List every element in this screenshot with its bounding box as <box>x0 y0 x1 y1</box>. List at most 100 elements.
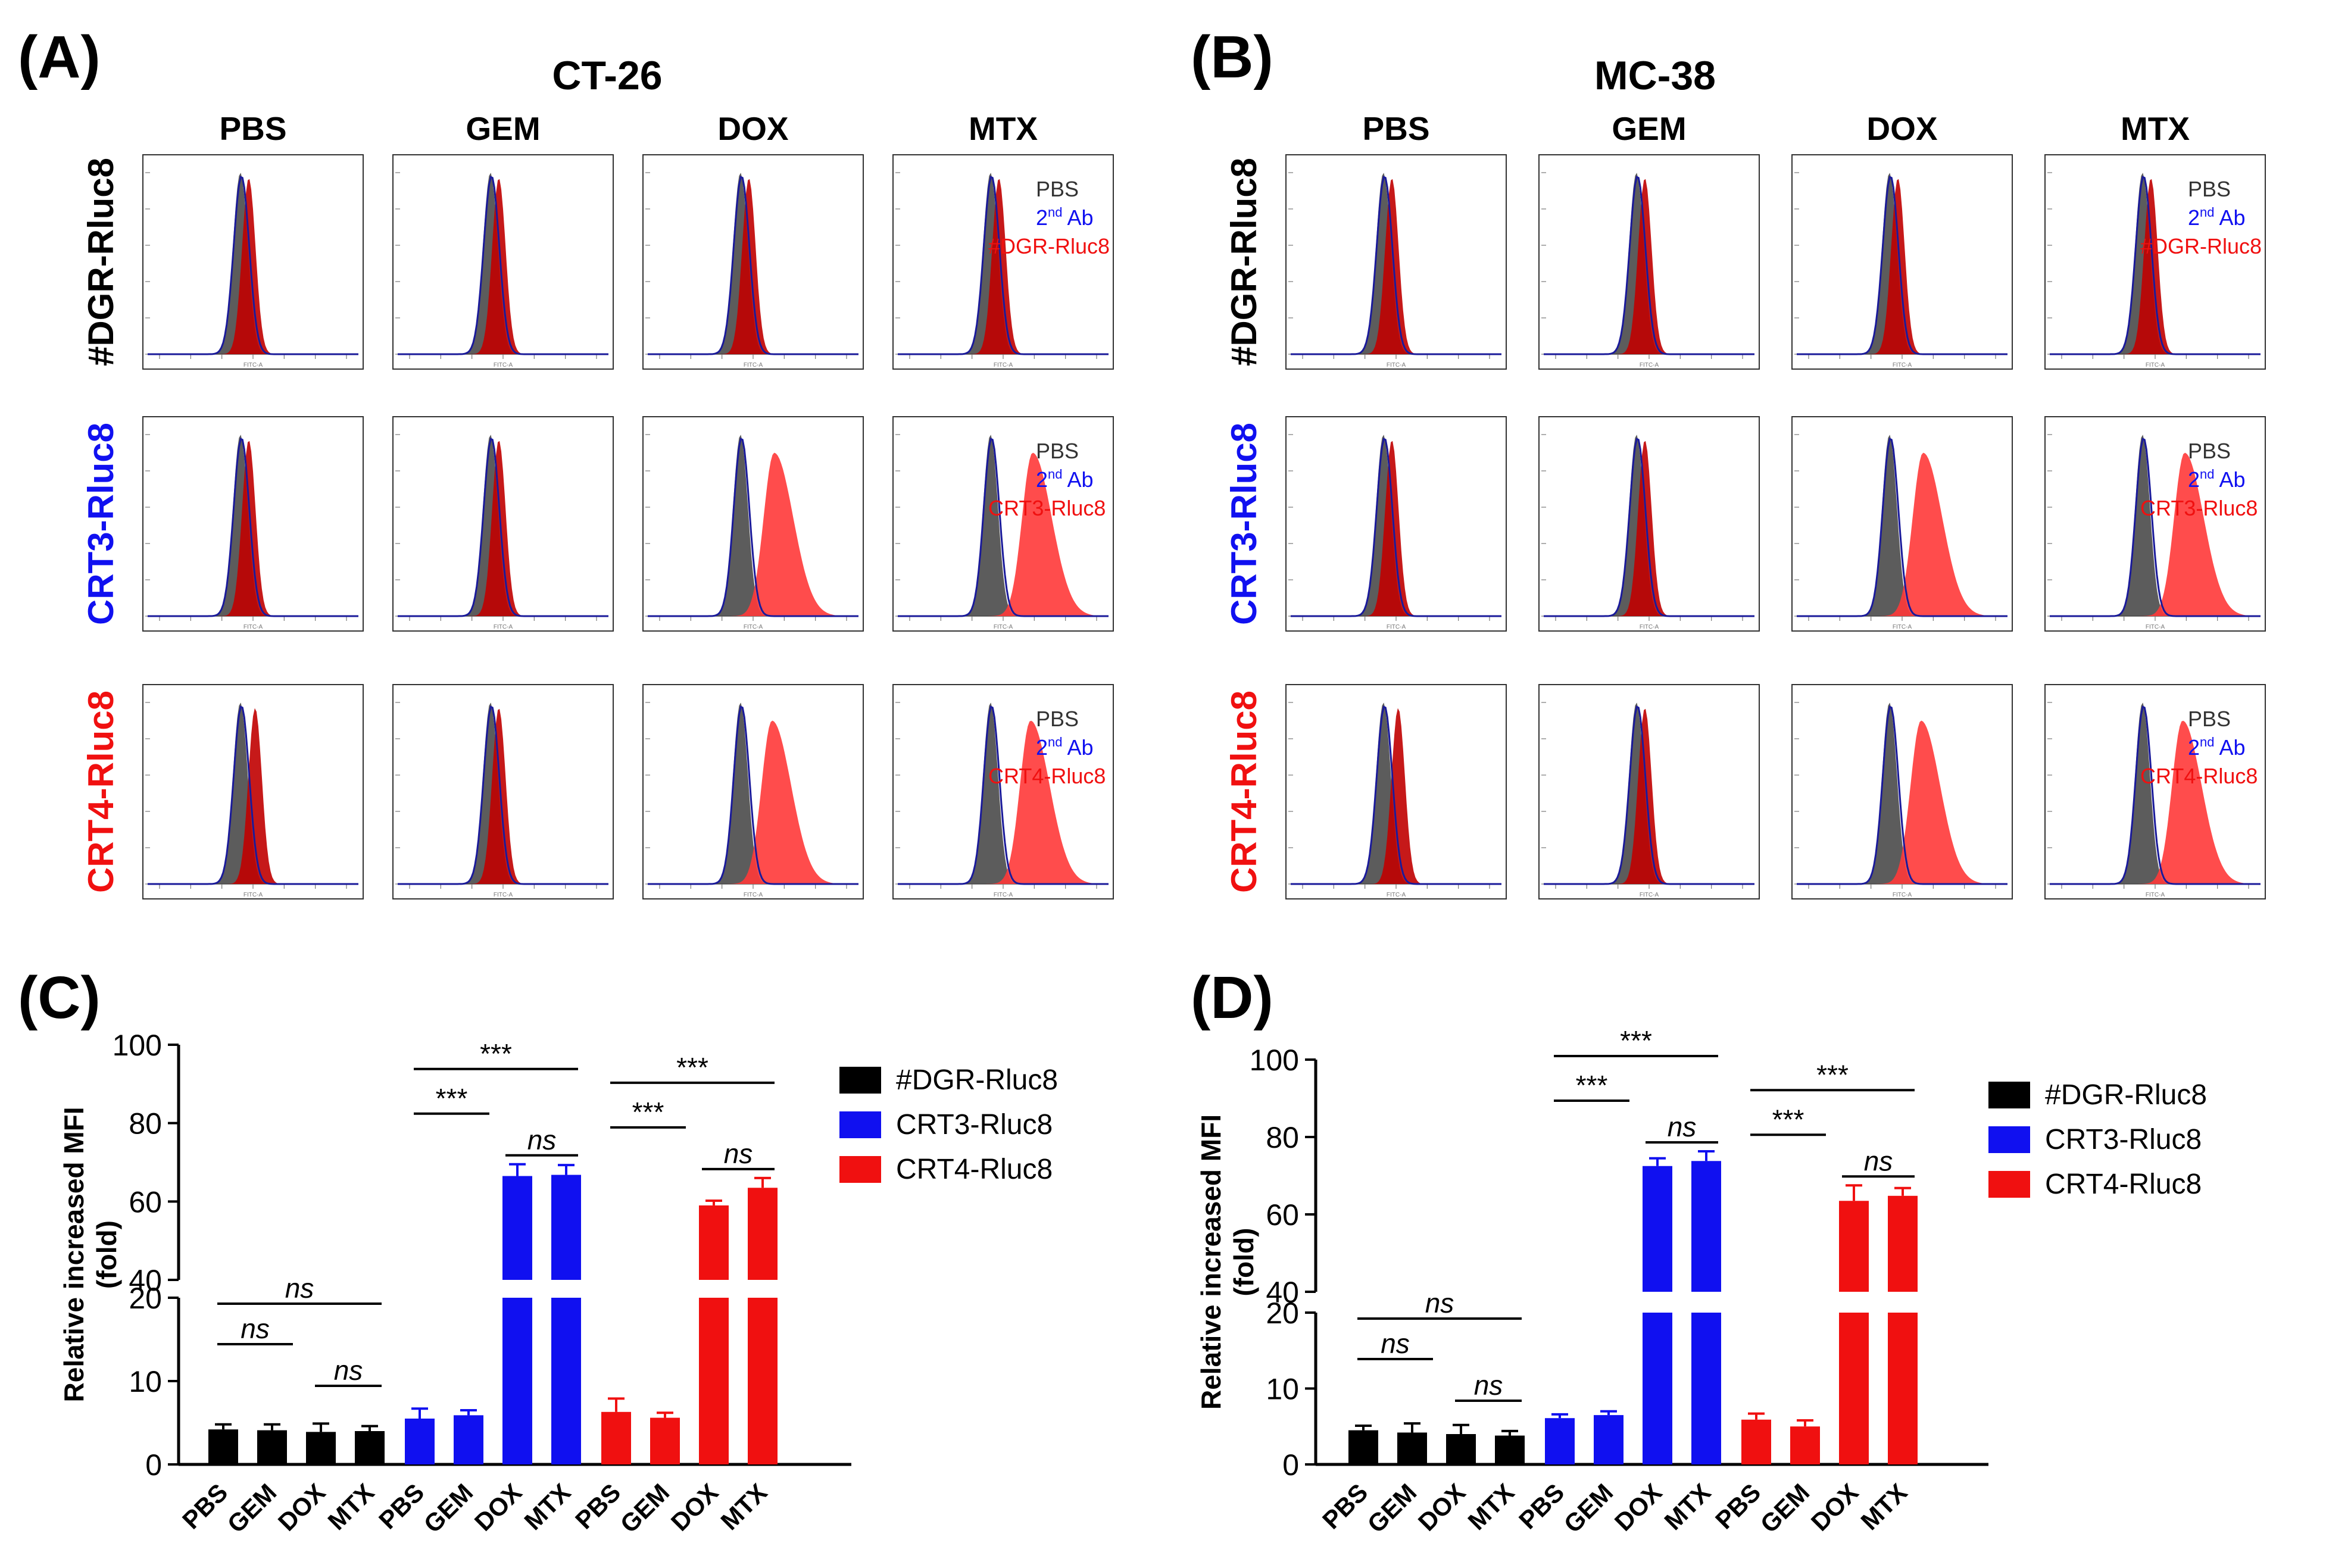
bar-crt4-rluc8-gem <box>1790 1419 1820 1464</box>
second-ab-histogram <box>1291 176 1501 355</box>
plot-frame <box>892 416 1114 632</box>
x-tick-label: MTX <box>715 1478 772 1535</box>
x-tick-label: DOX <box>1806 1478 1864 1536</box>
pbs-histogram <box>2050 702 2261 884</box>
sample-histogram <box>398 179 608 354</box>
x-axis-label: FITC-A <box>1640 362 1659 368</box>
bar-dgr-rluc8-gem <box>257 1423 287 1464</box>
x-axis-label: FITC-A <box>1893 624 1912 630</box>
legend-swatch <box>1988 1082 2030 1108</box>
bar-rect <box>405 1419 435 1464</box>
pbs-histogram <box>1797 435 2007 616</box>
bar-rect <box>1446 1434 1476 1464</box>
legend-second-ab-base: 2 <box>1036 467 1048 492</box>
x-tick-label: GEM <box>614 1478 675 1538</box>
significance-ns: ns <box>724 1138 753 1169</box>
panel-letter-c: (C) <box>18 964 101 1031</box>
x-axis-label: FITC-A <box>1893 892 1912 898</box>
legend-pbs: PBS <box>1036 177 1079 201</box>
pbs-histogram <box>2050 435 2261 616</box>
sample-histogram <box>148 179 358 354</box>
sample-histogram <box>398 441 608 616</box>
column-header: PBS <box>219 110 286 147</box>
panel-d-bar-chart: 40 60 80 100 0 10 20 Relative increased MFI (fol… <box>1195 1025 2207 1538</box>
legend-pbs: PBS <box>2188 707 2231 731</box>
bar-crt4-rluc8-mtx <box>1888 1186 1918 1464</box>
significance-stars: *** <box>676 1052 708 1083</box>
significance-ns: ns <box>1381 1328 1410 1359</box>
bar-crt3-rluc8-gem <box>454 1409 483 1464</box>
x-tick-label: MTX <box>519 1478 576 1535</box>
y-tick-label: 60 <box>129 1185 162 1219</box>
significance-ns: ns <box>1864 1145 1893 1176</box>
second-ab-histogram <box>398 176 608 355</box>
histogram-plot: FITC-A <box>1285 416 1507 632</box>
bar-rect-lower <box>1643 1313 1672 1464</box>
legend-label: CRT4-Rluc8 <box>896 1154 1053 1185</box>
x-tick-label: PBS <box>373 1478 429 1534</box>
legend-sample: CRT4-Rluc8 <box>2140 764 2258 788</box>
x-tick-label: PBS <box>1317 1478 1373 1534</box>
bar-crt4-rluc8-pbs <box>1741 1412 1771 1464</box>
second-ab-histogram <box>398 438 608 617</box>
histogram-plot: FITC-A PBS 2nd Ab #DGR-Rluc8 <box>892 154 1114 370</box>
x-tick-label: GEM <box>221 1478 282 1538</box>
bar-rect <box>650 1417 680 1464</box>
row-label: CRT4-Rluc8 <box>81 691 121 893</box>
pbs-histogram <box>648 435 858 616</box>
panel-c-bar-chart: 40 60 80 100 0 10 20 Relative increased MFI (fol… <box>58 1029 1058 1538</box>
legend-label: #DGR-Rluc8 <box>2045 1079 2207 1111</box>
bar-rect-upper <box>748 1188 778 1280</box>
bar-rect <box>257 1430 287 1464</box>
significance-stars: *** <box>632 1097 664 1127</box>
histogram-plot: FITC-A <box>392 154 614 370</box>
histogram-plot: FITC-A <box>392 684 614 899</box>
legend-sample: CRT3-Rluc8 <box>988 496 1106 520</box>
legend-second-ab-text: Ab <box>2215 467 2246 492</box>
second-ab-histogram <box>648 705 858 885</box>
bar-rect <box>1741 1419 1771 1464</box>
second-ab-histogram <box>148 176 358 355</box>
x-axis-label: FITC-A <box>994 624 1013 630</box>
sample-histogram <box>1291 708 1501 884</box>
bar-rect <box>1790 1426 1820 1464</box>
x-tick-label: GEM <box>1362 1478 1422 1538</box>
x-axis-label: FITC-A <box>2146 362 2165 368</box>
sample-histogram <box>898 452 1109 616</box>
bar-rect <box>601 1411 631 1464</box>
legend-second-ab-text: Ab <box>2215 205 2246 230</box>
sample-histogram <box>2050 720 2261 884</box>
sample-histogram <box>1544 708 1754 884</box>
x-axis-label: FITC-A <box>243 362 263 368</box>
legend-swatch <box>839 1156 881 1183</box>
y-tick-label: 40 <box>129 1264 162 1297</box>
sample-histogram <box>898 720 1109 884</box>
bar-dgr-rluc8-dox <box>306 1422 336 1464</box>
significance-ns: ns <box>527 1125 557 1155</box>
panel-a-histograms: PBS GEM DOX MTX #DGR-Rluc8 CRT3-Rluc8 CRT4-Rlu… <box>81 110 1114 899</box>
x-tick-label: GEM <box>1754 1478 1815 1538</box>
x-tick-label: DOX <box>666 1478 724 1536</box>
histogram-plot: FITC-A <box>1538 416 1760 632</box>
bar-dgr-rluc8-mtx <box>1495 1429 1525 1464</box>
sample-histogram <box>648 179 858 354</box>
bar-rect <box>355 1431 385 1464</box>
bar-rect-upper <box>1839 1201 1869 1292</box>
bar-rect <box>1594 1415 1623 1464</box>
bar-rect-upper <box>1888 1195 1918 1292</box>
legend-swatch <box>1988 1126 2030 1153</box>
legend-label: CRT3-Rluc8 <box>896 1109 1053 1141</box>
histogram-plot: FITC-A <box>1791 416 2013 632</box>
y-tick-label: 0 <box>145 1448 162 1482</box>
legend-second-ab-text: Ab <box>1063 735 1094 760</box>
histogram-plot: FITC-A <box>142 416 364 632</box>
bar-rect-lower <box>551 1298 581 1464</box>
bar-crt3-rluc8-mtx <box>551 1164 581 1464</box>
x-axis-label: FITC-A <box>744 624 763 630</box>
legend-second-ab: 2nd Ab <box>1036 205 1094 230</box>
column-header: DOX <box>717 110 789 147</box>
bar-crt4-rluc8-dox <box>699 1200 729 1464</box>
histogram-plot: FITC-A PBS 2nd Ab CRT4-Rluc8 <box>892 684 1114 899</box>
x-tick-label: PBS <box>570 1478 626 1534</box>
significance-stars: *** <box>1772 1104 1804 1135</box>
